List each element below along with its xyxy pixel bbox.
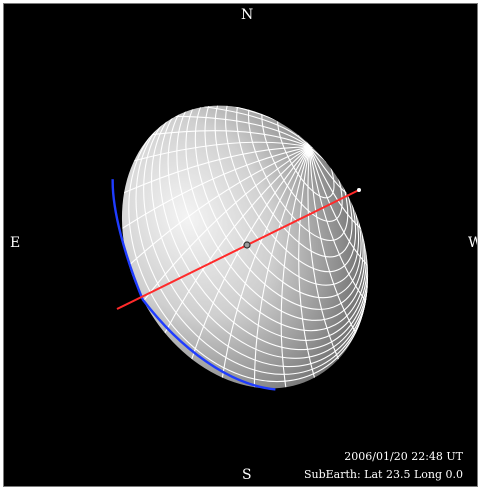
longitude-line: [307, 146, 339, 360]
terminator-line: [141, 298, 276, 391]
compass-north-label: N: [241, 7, 254, 23]
longitude-line: [253, 146, 311, 388]
pole-point: [357, 188, 361, 192]
longitude-line: [122, 146, 310, 229]
longitude-line: [128, 146, 310, 266]
longitude-line: [175, 115, 310, 148]
compass-south-label: S: [242, 467, 252, 483]
longitude-line: [309, 146, 367, 302]
longitude-line: [298, 146, 316, 378]
longitude-line: [164, 146, 310, 334]
globe-viewer-frame: N S E W 2006/01/20 22:48 UT SubEarth: La…: [3, 3, 478, 487]
longitude-line: [143, 146, 310, 302]
globe-svg: [111, 78, 370, 391]
longitude-line: [309, 146, 362, 230]
compass-west-label: W: [468, 236, 477, 250]
compass-east-label: E: [10, 235, 21, 251]
longitude-line: [280, 146, 311, 388]
rotation-axis: [116, 189, 360, 310]
longitude-line: [221, 146, 311, 378]
terminator-line-upper: [111, 179, 144, 300]
sub-earth-point: [243, 241, 251, 249]
longitude-line: [204, 106, 311, 148]
observation-datetime: 2006/01/20 22:48 UT: [344, 450, 463, 463]
longitude-line: [309, 146, 347, 194]
longitude-line: [133, 141, 310, 162]
longitude-line: [123, 146, 310, 194]
subearth-coordinates: SubEarth: Lat 23.5 Long 0.0: [303, 468, 463, 481]
longitude-line: [309, 146, 357, 334]
longitude-line: [151, 130, 310, 148]
longitude-line: [309, 146, 369, 266]
